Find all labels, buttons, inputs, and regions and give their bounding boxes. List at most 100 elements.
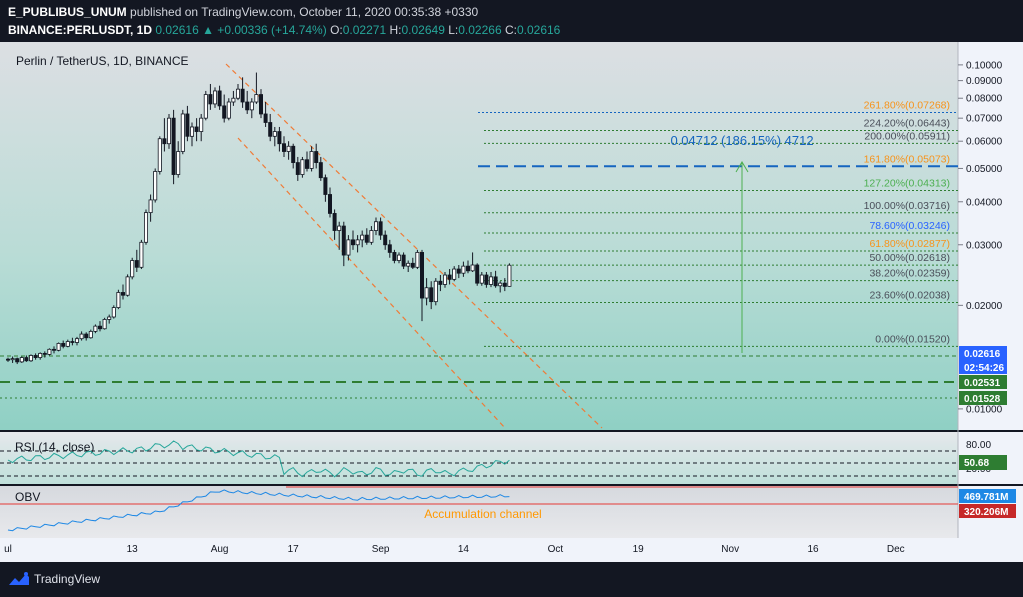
candle-body xyxy=(387,244,392,253)
candle-body xyxy=(19,357,24,363)
candle-body xyxy=(61,343,66,347)
price-badge-text: 0.02531 xyxy=(964,378,1001,389)
candle-body xyxy=(38,352,43,358)
main-pane-bg xyxy=(0,42,958,430)
candle-body xyxy=(396,254,401,261)
candle-body xyxy=(33,355,38,358)
fib-level-label: 200.00%(0.05911) xyxy=(864,130,950,142)
candle-body xyxy=(295,162,300,175)
candle-body xyxy=(447,274,452,280)
time-tick-label: Sep xyxy=(372,544,390,555)
measure-tool[interactable]: 0.04712 (186.15%) 4712 xyxy=(670,133,814,353)
candle-body xyxy=(153,171,158,201)
candle-body xyxy=(360,234,365,241)
time-axis[interactable]: ul 13 Aug 17 Sep 14 Oct 19 Nov 16 Dec xyxy=(4,544,905,555)
candle-body xyxy=(10,358,15,361)
symbol-line: BINANCE:PERLUSDT, 1D 0.02616 ▲ +0.00336 … xyxy=(8,23,560,37)
candle-body xyxy=(332,213,337,231)
symbol-name[interactable]: BINANCE:PERLUSDT, 1D xyxy=(8,23,153,37)
close-value: 0.02616 xyxy=(516,23,561,37)
candle-body xyxy=(185,113,190,137)
price-badge xyxy=(959,346,1007,360)
candle-body xyxy=(42,352,47,355)
candle-body xyxy=(15,358,20,363)
candle-body xyxy=(84,333,89,339)
fibonacci-retracement[interactable]: 261.80%(0.07268) 224.20%(0.06443)200.00%(… xyxy=(478,100,958,347)
candle-body xyxy=(56,343,61,351)
candle-body xyxy=(419,252,424,299)
candle-body xyxy=(189,126,194,137)
obv-value-badge xyxy=(959,489,1016,503)
candle-body xyxy=(323,177,328,195)
candle-body xyxy=(401,254,406,267)
low-value: 0.02266 xyxy=(458,23,502,37)
candles[interactable] xyxy=(6,72,512,365)
time-tick-label: Nov xyxy=(721,544,739,555)
channel-lower-line[interactable] xyxy=(237,137,506,429)
rsi-label: RSI (14, close) xyxy=(15,440,94,454)
candle-body xyxy=(364,234,369,243)
header: E_PUBLIBUS_UNUM published on TradingView… xyxy=(0,0,1023,42)
candle-body xyxy=(116,292,121,308)
fib-level-label: 78.60%(0.03246) xyxy=(869,220,950,232)
price-tick-label: 0.08000 xyxy=(966,94,1003,105)
candle-body xyxy=(208,94,213,105)
candle-body xyxy=(24,357,29,362)
candle-body xyxy=(217,90,222,107)
tradingview-brand[interactable]: TradingView xyxy=(34,572,101,586)
candle-body xyxy=(304,159,309,169)
candle-body xyxy=(461,265,466,274)
time-axis-bg xyxy=(0,538,958,562)
time-tick-label: 17 xyxy=(288,544,300,555)
measure-arrow-head xyxy=(735,161,749,173)
candle-body xyxy=(176,151,181,175)
candle-body xyxy=(157,138,162,172)
candle-body xyxy=(47,348,52,355)
candle-body xyxy=(433,280,438,303)
chart-area[interactable]: 0.10000 0.09000 0.08000 0.07000 0.06000 0.050… xyxy=(0,42,1023,562)
tradingview-logo-icon[interactable] xyxy=(8,570,30,588)
obv-level-badge xyxy=(959,504,1016,518)
obv-line[interactable] xyxy=(7,489,510,532)
candle-body xyxy=(166,117,171,145)
candle-body xyxy=(88,330,93,339)
price-tick-label: 0.10000 xyxy=(966,60,1003,71)
obv-annotation: Accumulation channel xyxy=(424,507,541,521)
rsi-line[interactable] xyxy=(7,440,510,478)
fib-level-label: 161.80%(0.05073) xyxy=(864,153,950,165)
open-label: O: xyxy=(330,23,343,37)
measure-label: 0.04712 (186.15%) 4712 xyxy=(670,133,813,148)
price-badge-text: 02:54:26 xyxy=(964,363,1004,374)
time-tick-label: 19 xyxy=(633,544,645,555)
candle-body xyxy=(125,276,130,296)
candle-body xyxy=(272,131,277,137)
price-badge xyxy=(959,391,1007,405)
candle-body xyxy=(465,265,470,272)
fib-level-label: 0.00%(0.01520) xyxy=(875,333,950,345)
candle-body xyxy=(410,262,415,268)
candle-body xyxy=(180,113,185,152)
price-tick-label: 0.03000 xyxy=(966,240,1003,251)
descending-channel[interactable] xyxy=(225,63,603,429)
candle-body xyxy=(222,105,227,119)
channel-upper-line[interactable] xyxy=(225,63,603,429)
candle-body xyxy=(350,239,355,246)
price-tick-label: 0.04000 xyxy=(966,197,1003,208)
candle-body xyxy=(300,159,305,175)
candle-body xyxy=(65,341,70,347)
candle-body xyxy=(373,221,378,231)
candle-body xyxy=(79,333,84,340)
fib-level-label: 23.60%(0.02038) xyxy=(869,290,950,302)
price-axis[interactable]: 0.10000 0.09000 0.08000 0.07000 0.06000 0.050… xyxy=(958,60,1003,415)
time-tick-label: 16 xyxy=(807,544,819,555)
price-axis-bg xyxy=(958,42,1023,562)
candle-body xyxy=(470,264,475,272)
publisher-name[interactable]: E_PUBLIBUS_UNUM xyxy=(8,5,127,19)
candle-body xyxy=(107,316,112,320)
candle-body xyxy=(493,276,498,287)
candle-body xyxy=(98,325,103,330)
price-tick-label: 0.06000 xyxy=(966,137,1003,148)
candle-body xyxy=(121,292,126,296)
support-lines[interactable] xyxy=(0,355,958,399)
candle-body xyxy=(240,88,245,103)
